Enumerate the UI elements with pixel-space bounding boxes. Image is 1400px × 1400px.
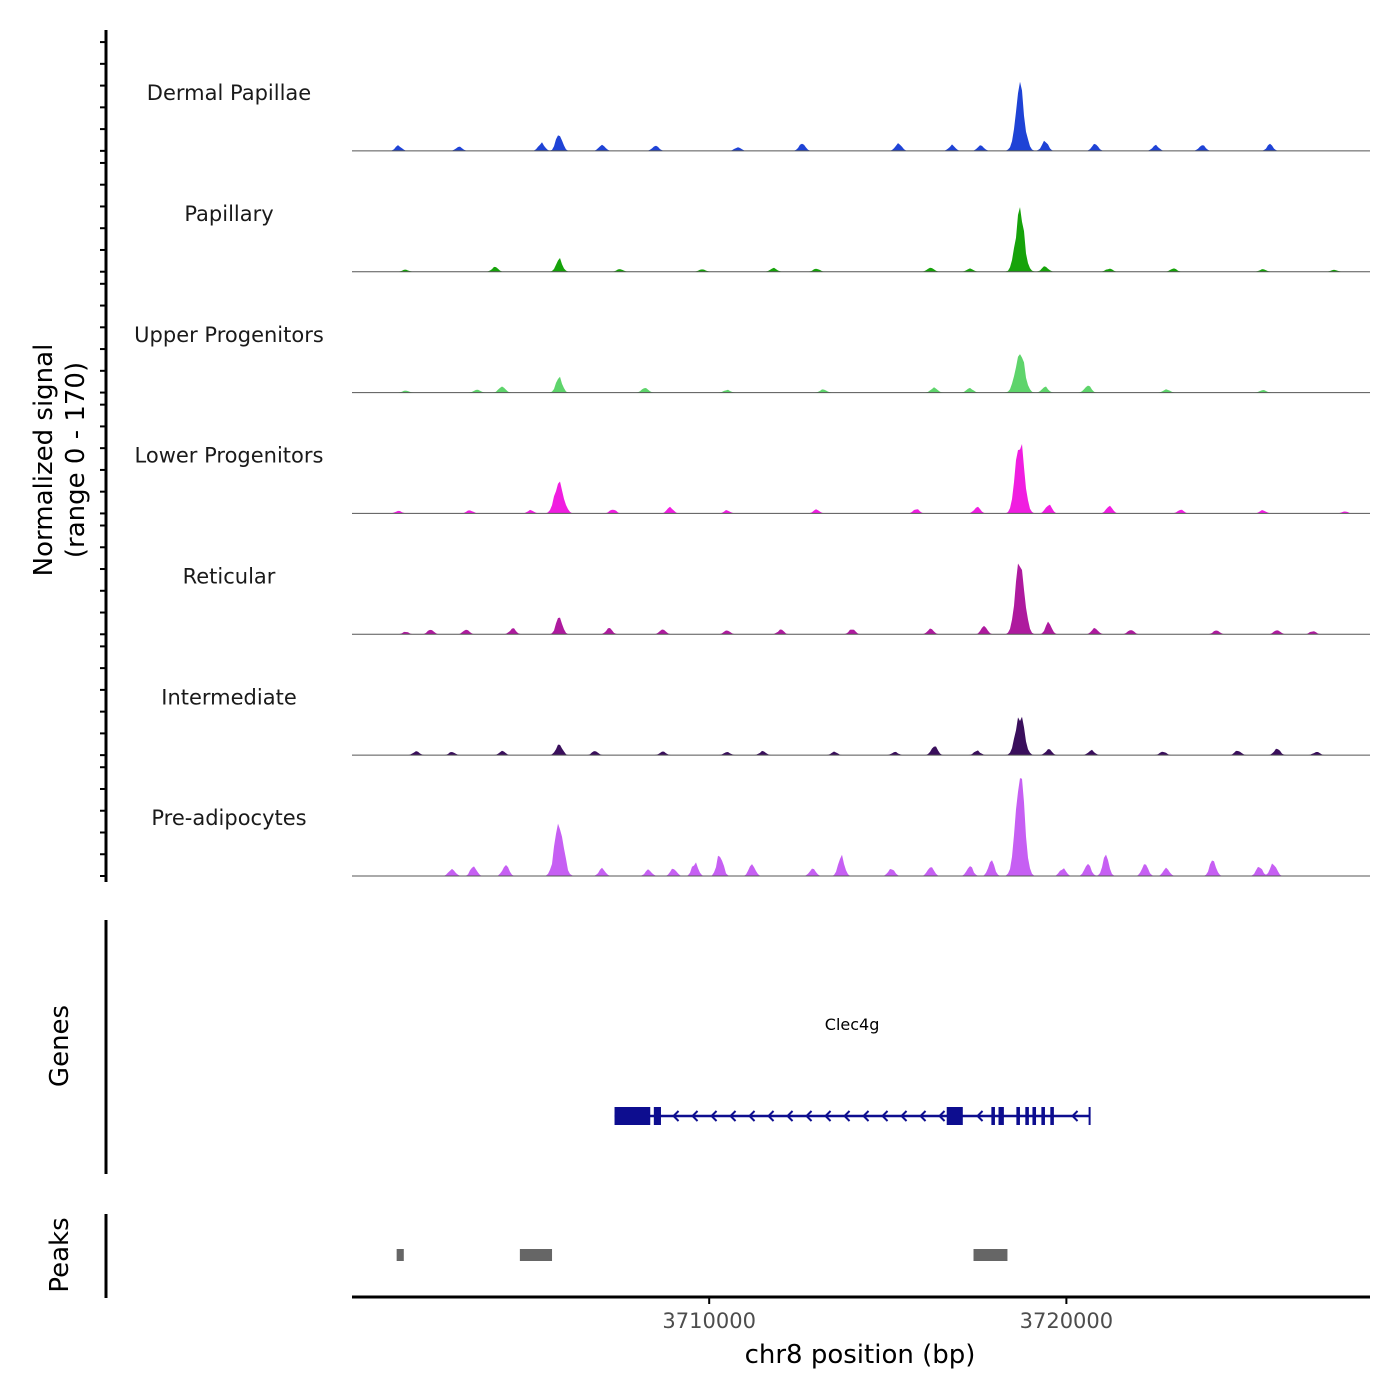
x-axis-title: chr8 position (bp) — [745, 1340, 976, 1370]
track-label-pre-adipocytes: Pre-adipocytes — [151, 806, 306, 830]
strand-arrow — [691, 1110, 699, 1122]
gene-exon — [614, 1107, 651, 1125]
gene-exon — [946, 1107, 963, 1125]
gene-exon — [1041, 1107, 1045, 1125]
strand-arrow — [862, 1110, 870, 1122]
coverage-track-lower-progenitors: Lower Progenitors — [135, 444, 1370, 514]
coverage-area-pre-adipocytes — [352, 778, 1370, 876]
gene-exon — [1025, 1107, 1029, 1125]
coverage-area-reticular — [352, 563, 1370, 635]
gene-annotation-track: Clec4g — [614, 1015, 1091, 1125]
strand-arrow — [824, 1110, 832, 1122]
strand-arrow — [767, 1110, 775, 1122]
strand-arrow — [786, 1110, 794, 1122]
track-label-reticular: Reticular — [183, 565, 276, 589]
peak-region — [519, 1249, 553, 1261]
coverage-area-lower-progenitors — [352, 444, 1370, 514]
strand-arrow — [748, 1110, 756, 1122]
x-axis-ticks: 3710000 3720000 — [662, 1297, 1113, 1333]
peaks-track-label: Peaks — [45, 1217, 75, 1292]
genes-track-label: Genes — [45, 1005, 75, 1087]
strand-arrow — [900, 1110, 908, 1122]
strand-arrow — [919, 1110, 927, 1122]
peak-region — [396, 1249, 404, 1261]
gene-exon — [998, 1107, 1004, 1125]
x-tick-label: 3710000 — [662, 1309, 756, 1333]
strand-arrow — [843, 1110, 851, 1122]
coverage-track-reticular: Reticular — [183, 563, 1370, 635]
x-tick-label: 3720000 — [1020, 1309, 1114, 1333]
coverage-area-intermediate — [352, 716, 1370, 756]
strand-arrow — [805, 1110, 813, 1122]
track-label-dermal-papillae: Dermal Papillae — [147, 81, 311, 105]
coverage-y-axis-title-line2: (range 0 - 170) — [61, 362, 91, 558]
track-label-papillary: Papillary — [184, 202, 273, 226]
gene-exon — [653, 1107, 661, 1125]
coverage-y-axis-title-line1: Normalized signal — [29, 344, 59, 577]
gene-exon — [1016, 1107, 1020, 1125]
coverage-track-papillary: Papillary — [184, 202, 1370, 273]
strand-arrow — [976, 1110, 984, 1122]
strand-arrow — [672, 1110, 680, 1122]
track-label-upper-progenitors: Upper Progenitors — [134, 323, 324, 347]
coverage-area-upper-progenitors — [352, 354, 1370, 393]
strand-arrow — [881, 1110, 889, 1122]
coverage-track-intermediate: Intermediate — [161, 685, 1370, 756]
strand-arrow — [938, 1110, 946, 1122]
strand-arrow — [710, 1110, 718, 1122]
gene-label: Clec4g — [825, 1015, 880, 1034]
peak-region — [973, 1249, 1008, 1261]
coverage-tracks: Dermal Papillae Papillary Upper Progenitor… — [134, 81, 1370, 877]
track-label-lower-progenitors: Lower Progenitors — [135, 444, 324, 468]
gene-exon — [1032, 1107, 1037, 1125]
strand-arrow — [1071, 1110, 1079, 1122]
coverage-track-upper-progenitors: Upper Progenitors — [134, 323, 1370, 394]
coverage-track-dermal-papillae: Dermal Papillae — [147, 81, 1370, 152]
gene-exon — [991, 1107, 995, 1125]
peaks-track — [396, 1249, 1008, 1261]
strand-arrow — [729, 1110, 737, 1122]
gene-exon — [1050, 1107, 1054, 1125]
coverage-area-dermal-papillae — [352, 81, 1370, 151]
coverage-track-pre-adipocytes: Pre-adipocytes — [151, 778, 1370, 877]
coverage-y-axis — [100, 30, 108, 882]
track-label-intermediate: Intermediate — [161, 685, 297, 709]
coverage-area-papillary — [352, 207, 1370, 272]
gene-clec4g: Clec4g — [614, 1015, 1091, 1125]
